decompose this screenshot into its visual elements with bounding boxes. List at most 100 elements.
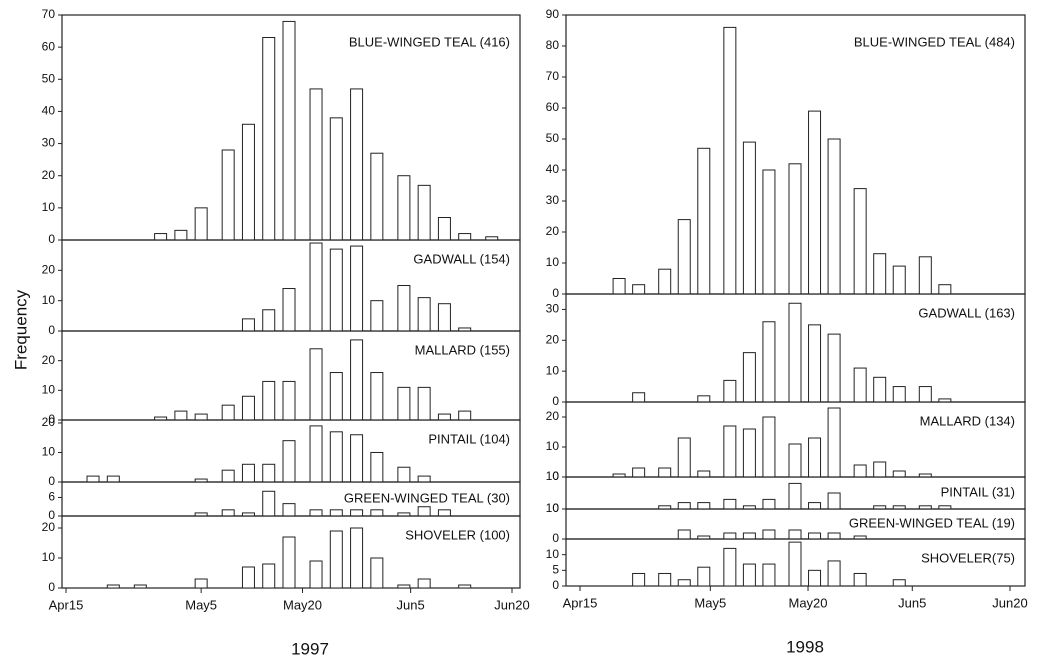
bar bbox=[417, 475, 431, 483]
bar bbox=[762, 529, 776, 540]
bar bbox=[918, 256, 932, 295]
panel-label: MALLARD (134) bbox=[920, 413, 1015, 428]
bar bbox=[808, 437, 822, 478]
bar bbox=[329, 372, 343, 421]
bar bbox=[370, 300, 384, 332]
bar bbox=[282, 380, 296, 421]
y-tick-label: 20 bbox=[42, 168, 56, 182]
y-tick-label: 10 bbox=[546, 255, 560, 269]
y-tick-label: 50 bbox=[546, 131, 560, 145]
bar bbox=[86, 475, 100, 483]
bar bbox=[370, 557, 384, 589]
bar bbox=[458, 584, 472, 589]
bar bbox=[282, 536, 296, 589]
bar bbox=[808, 110, 822, 295]
bar bbox=[762, 169, 776, 295]
x-tick-label: Jun5 bbox=[397, 597, 425, 612]
bar bbox=[309, 348, 323, 421]
bar bbox=[697, 470, 711, 478]
bar bbox=[262, 563, 276, 589]
bar bbox=[827, 532, 841, 540]
x-tick-label: May20 bbox=[283, 597, 322, 612]
y-tick-label: 20 bbox=[42, 415, 56, 429]
y-axis-label: Frequency bbox=[11, 289, 30, 370]
bar bbox=[742, 352, 756, 403]
bar bbox=[873, 376, 887, 403]
y-tick-label: 70 bbox=[42, 7, 56, 21]
panel-label: MALLARD (155) bbox=[415, 342, 510, 357]
bar bbox=[892, 386, 906, 403]
y-tick-label: 10 bbox=[546, 501, 560, 515]
bar bbox=[808, 502, 822, 510]
y-tick-label: 80 bbox=[546, 38, 560, 52]
y-tick-label: 20 bbox=[546, 409, 560, 423]
bar bbox=[370, 451, 384, 483]
x-tick-label: Apr15 bbox=[563, 595, 598, 610]
y-tick-label: 20 bbox=[42, 353, 56, 367]
bar bbox=[658, 467, 672, 478]
bar bbox=[329, 509, 343, 517]
bar bbox=[788, 541, 802, 587]
y-tick-label: 60 bbox=[546, 100, 560, 114]
bar bbox=[808, 569, 822, 587]
y-tick-label: 0 bbox=[552, 286, 559, 300]
bar bbox=[397, 175, 411, 241]
bar bbox=[262, 463, 276, 483]
y-tick-label: 20 bbox=[546, 332, 560, 346]
bar bbox=[194, 413, 208, 421]
y-tick-label: 0 bbox=[552, 394, 559, 408]
bar bbox=[417, 184, 431, 241]
panel-label: GADWALL (163) bbox=[918, 305, 1015, 320]
bar bbox=[632, 284, 646, 295]
bar bbox=[133, 584, 147, 589]
bar bbox=[612, 278, 626, 295]
bar bbox=[827, 333, 841, 403]
bar bbox=[350, 339, 364, 421]
y-tick-label: 10 bbox=[42, 293, 56, 307]
bar bbox=[938, 284, 952, 295]
bar bbox=[632, 467, 646, 478]
y-tick-label: 60 bbox=[42, 39, 56, 53]
bar bbox=[241, 395, 255, 421]
bar bbox=[742, 141, 756, 295]
bar bbox=[106, 584, 120, 589]
bar bbox=[723, 26, 737, 295]
x-tick-label: May20 bbox=[789, 595, 828, 610]
y-tick-label: 30 bbox=[546, 193, 560, 207]
y-tick-label: 0 bbox=[48, 412, 55, 426]
bar bbox=[350, 527, 364, 589]
bar bbox=[632, 572, 646, 587]
y-tick-label: 30 bbox=[546, 302, 560, 316]
bar bbox=[350, 434, 364, 483]
bar bbox=[742, 563, 756, 587]
y-tick-label: 0 bbox=[48, 508, 55, 522]
bar bbox=[853, 572, 867, 587]
y-tick-label: 30 bbox=[42, 136, 56, 150]
bar bbox=[788, 443, 802, 478]
y-tick-label: 90 bbox=[546, 7, 560, 21]
y-tick-label: 10 bbox=[546, 363, 560, 377]
x-tick-label: Jun20 bbox=[992, 595, 1027, 610]
y-tick-label: 0 bbox=[552, 501, 559, 515]
bar bbox=[677, 579, 691, 587]
y-tick-label: 10 bbox=[42, 445, 56, 459]
bar bbox=[827, 560, 841, 587]
bar bbox=[918, 386, 932, 403]
bar bbox=[262, 380, 276, 421]
y-tick-label: 70 bbox=[546, 69, 560, 83]
y-tick-label: 6 bbox=[48, 490, 55, 504]
bar bbox=[221, 404, 235, 421]
bar bbox=[723, 547, 737, 587]
bar bbox=[742, 428, 756, 478]
bar bbox=[892, 265, 906, 295]
bar bbox=[417, 386, 431, 421]
bar bbox=[370, 152, 384, 241]
bar bbox=[658, 572, 672, 587]
bar bbox=[154, 233, 168, 241]
bar bbox=[788, 529, 802, 540]
y-tick-label: 20 bbox=[42, 520, 56, 534]
bar bbox=[853, 464, 867, 478]
bar bbox=[309, 425, 323, 483]
y-tick-label: 0 bbox=[48, 580, 55, 594]
